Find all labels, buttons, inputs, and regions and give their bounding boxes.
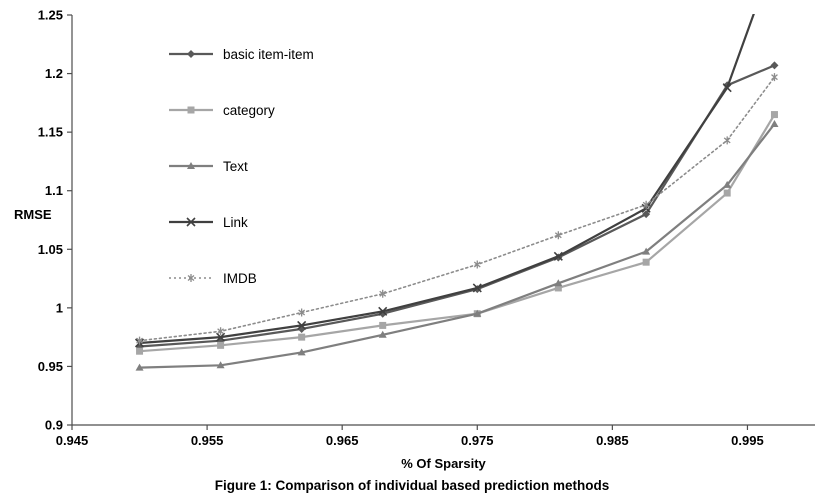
y-tick-label: 1 xyxy=(56,300,63,315)
y-tick-label: 1.2 xyxy=(45,66,63,81)
asterisk-marker-icon xyxy=(169,274,213,282)
y-tick-label: 0.9 xyxy=(45,418,63,433)
triangle-marker-icon xyxy=(169,162,213,169)
y-tick-label: 1.05 xyxy=(38,242,63,257)
x-tick-label: 0.985 xyxy=(596,433,629,448)
legend-item-text: Text xyxy=(168,158,314,174)
series-markers-2 xyxy=(135,119,779,371)
legend-label: Link xyxy=(223,214,248,230)
legend-item-imdb: IMDB xyxy=(168,270,314,286)
x-tick-label: 0.995 xyxy=(731,433,764,448)
legend-label: IMDB xyxy=(223,270,257,286)
x-marker-icon xyxy=(169,217,213,227)
legend-label: Text xyxy=(223,158,248,174)
y-tick-label: 0.95 xyxy=(38,359,63,374)
y-tick-label: 1.25 xyxy=(38,8,63,23)
legend-item-link: Link xyxy=(168,214,314,230)
chart-legend: basic item-item category Text Link IMDB xyxy=(168,47,314,327)
figure-caption: Figure 1: Comparison of individual based… xyxy=(214,478,610,493)
x-tick-label: 0.965 xyxy=(326,433,359,448)
legend-item-basic-item-item: basic item-item xyxy=(168,46,314,62)
square-marker-icon xyxy=(169,106,213,114)
diamond-marker-icon xyxy=(169,50,213,58)
x-tick-label: 0.945 xyxy=(56,433,89,448)
x-tick-label: 0.955 xyxy=(191,433,224,448)
legend-item-category: category xyxy=(168,102,314,118)
legend-label: basic item-item xyxy=(223,46,314,62)
legend-label: category xyxy=(223,102,275,118)
x-tick-label: 0.975 xyxy=(461,433,494,448)
x-axis-title: % Of Sparsity xyxy=(401,456,486,471)
y-tick-label: 1.1 xyxy=(45,183,63,198)
y-axis-title: RMSE xyxy=(14,207,52,222)
chart-plot-area: 0.9 0.95 1 1.05 1.1 1.15 1.2 1.25 0.945 0.955 0.96… xyxy=(38,8,815,448)
series-markers-4 xyxy=(136,73,778,345)
y-tick-label: 1.15 xyxy=(38,125,63,140)
